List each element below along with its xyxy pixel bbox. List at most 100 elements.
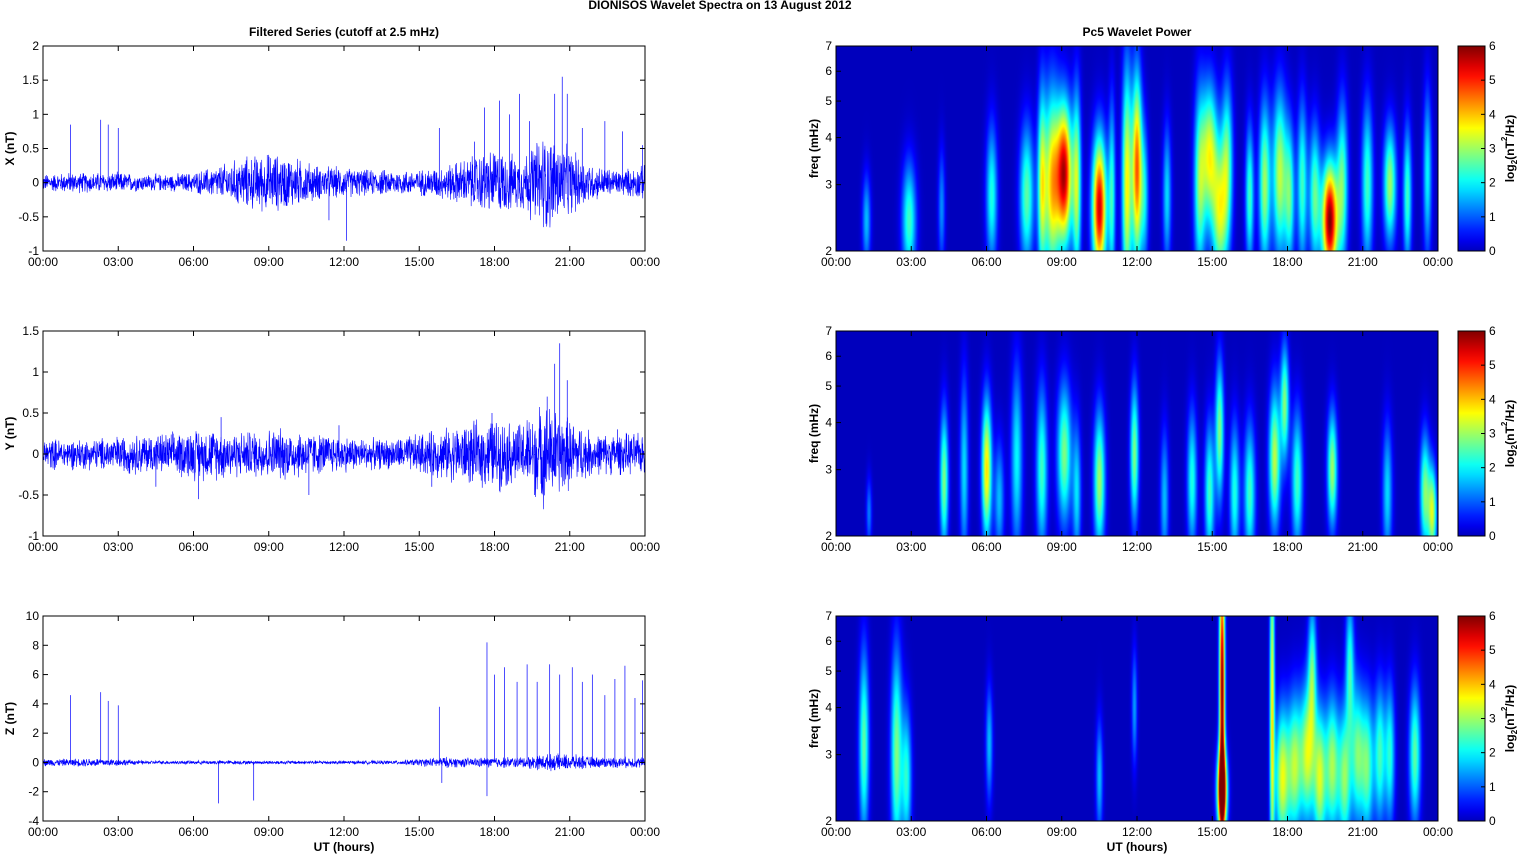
x-tick-label: 12:00 — [1122, 825, 1152, 839]
y-tick-label: 5 — [825, 94, 832, 108]
colorbar-tick-label: 1 — [1489, 495, 1496, 509]
x-tick-label: 09:00 — [1047, 825, 1077, 839]
y-tick-label: 1 — [32, 365, 39, 379]
colorbar-label-sub: 2 — [1510, 159, 1519, 164]
figure-title: DIONISOS Wavelet Spectra on 13 August 20… — [588, 0, 852, 12]
colorbar-tick-label: 3 — [1489, 427, 1496, 441]
colorbar-label: log2(nT2/Hz) — [1500, 685, 1519, 753]
colorbar-scale — [1457, 330, 1486, 537]
colorbar-tick-label: 4 — [1489, 107, 1496, 121]
colorbar-label: log2(nT2/Hz) — [1500, 115, 1519, 183]
y-tick-label: 5 — [825, 664, 832, 678]
y-tick-label: 8 — [32, 638, 39, 652]
y-axis-label: freq (mHz) — [807, 404, 821, 463]
series-y-y-axis: -1 -0.5 0 0.5 1 1.5 Y (nT) — [3, 324, 645, 543]
x-tick-label: 21:00 — [1348, 825, 1378, 839]
x-tick-label: 15:00 — [1197, 255, 1227, 269]
colorbar-label-rest: (nT — [1503, 711, 1517, 730]
y-axis-label: X (nT) — [3, 132, 17, 166]
x-tick-label: 06:00 — [178, 540, 208, 554]
colorbar-label-end: /Hz) — [1503, 115, 1517, 137]
x-tick-label: 18:00 — [1272, 540, 1302, 554]
y-tick-label: 1.5 — [22, 73, 39, 87]
x-tick-label: 06:00 — [178, 255, 208, 269]
y-axis-label: Z (nT) — [3, 702, 17, 735]
x-tick-label: 15:00 — [404, 540, 434, 554]
x-tick-label: 15:00 — [1197, 540, 1227, 554]
x-tick-label: 03:00 — [896, 540, 926, 554]
colorbar-label-main: log — [1503, 449, 1517, 467]
y-tick-label: -4 — [28, 814, 39, 828]
y-tick-label: 4 — [825, 416, 832, 430]
x-tick-label: 00:00 — [630, 255, 660, 269]
x-tick-label: 21:00 — [1348, 255, 1378, 269]
x-tick-label: 00:00 — [1423, 825, 1453, 839]
x-tick-label: 12:00 — [329, 255, 359, 269]
power-y-y-axis: 2 3 4 5 6 7 freq (mHz) — [807, 324, 841, 543]
series-x-y-axis: -1 -0.5 0 0.5 1 1.5 2 X (nT) — [3, 39, 645, 258]
colorbar-label-main: log — [1503, 164, 1517, 182]
x-tick-label: 03:00 — [896, 825, 926, 839]
y-axis-label: freq (mHz) — [807, 119, 821, 178]
colorbar-tick-label: 4 — [1489, 677, 1496, 691]
colorbar-tick-label: 5 — [1489, 73, 1496, 87]
y-tick-label: 4 — [825, 701, 832, 715]
x-tick-label: 00:00 — [1423, 540, 1453, 554]
x-tick-label: 09:00 — [1047, 255, 1077, 269]
x-tick-label: 06:00 — [971, 255, 1001, 269]
y-tick-label: 6 — [825, 349, 832, 363]
x-tick-label: 12:00 — [329, 825, 359, 839]
y-tick-label: 0.5 — [22, 406, 39, 420]
power-x-y-axis: 2 3 4 5 6 7 freq (mHz) — [807, 39, 841, 258]
x-tick-label: 15:00 — [404, 255, 434, 269]
series-y-x-axis: 00:00 03:00 06:00 09:00 12:00 15:00 18:00 21:00… — [28, 331, 660, 554]
power-x-x-axis: 00:00 03:00 06:00 09:00 12:00 15:00 18:00 21:00… — [821, 46, 1453, 269]
x-tick-label: 12:00 — [329, 540, 359, 554]
colorbar-tick-label: 3 — [1489, 142, 1496, 156]
x-tick-label: 00:00 — [821, 540, 851, 554]
y-tick-label: 6 — [825, 64, 832, 78]
series-z-axes-frame — [42, 615, 646, 822]
power-y-image — [836, 331, 1438, 536]
y-tick-label: 5 — [825, 379, 832, 393]
y-tick-label: 6 — [32, 668, 39, 682]
colorbar-label-main: log — [1503, 734, 1517, 752]
colorbar-tick-label: 6 — [1489, 324, 1496, 338]
series-x-trace — [43, 141, 645, 228]
x-tick-label: 15:00 — [1197, 825, 1227, 839]
y-tick-label: 2 — [825, 814, 832, 828]
colorbar-label-end: /Hz) — [1503, 400, 1517, 422]
y-tick-label: -2 — [28, 785, 39, 799]
y-tick-label: 0.5 — [22, 142, 39, 156]
colorbar-label-sup: 2 — [1500, 706, 1509, 711]
y-tick-label: 3 — [825, 463, 832, 477]
y-tick-label: 0 — [32, 755, 39, 769]
x-tick-label: 18:00 — [479, 540, 509, 554]
x-tick-label: 12:00 — [1122, 540, 1152, 554]
power-x-image — [836, 46, 1438, 251]
series-z-trace — [43, 753, 645, 772]
colorbar-label-sub: 2 — [1510, 729, 1519, 734]
y-tick-label: 3 — [825, 748, 832, 762]
colorbar-label-sup: 2 — [1500, 136, 1509, 141]
y-tick-label: -0.5 — [18, 210, 39, 224]
y-tick-label: 2 — [32, 726, 39, 740]
power-z-y-axis: 2 3 4 5 6 7 freq (mHz) — [807, 609, 841, 828]
panels: -1 -0.5 0 0.5 1 1.5 2 X (nT) 00:00 03:00 06:00 09:0… — [3, 39, 1519, 854]
colorbar-tick-label: 2 — [1489, 746, 1496, 760]
x-axis-label: UT (hours) — [314, 840, 375, 854]
colorbar-label-sub: 2 — [1510, 444, 1519, 449]
y-axis-label: freq (mHz) — [807, 689, 821, 748]
power-y-x-axis: 00:00 03:00 06:00 09:00 12:00 15:00 18:00 21:00… — [821, 331, 1453, 554]
x-tick-label: 00:00 — [28, 540, 58, 554]
y-tick-label: 0 — [32, 176, 39, 190]
left-column-title: Filtered Series (cutoff at 2.5 mHz) — [249, 25, 439, 39]
colorbar-tick-label: 1 — [1489, 210, 1496, 224]
y-tick-label: 1 — [32, 107, 39, 121]
colorbar-tick-label: 2 — [1489, 176, 1496, 190]
y-tick-label: 1.5 — [22, 324, 39, 338]
y-tick-label: -1 — [28, 244, 39, 258]
